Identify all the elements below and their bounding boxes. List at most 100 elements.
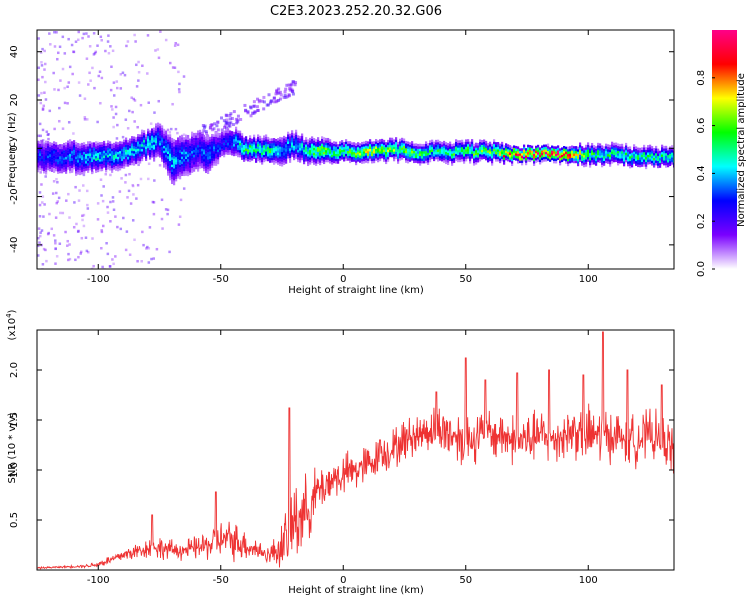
spectrogram-cell [473, 150, 476, 154]
spectrogram-cell [309, 152, 312, 155]
spectrogram-cell [68, 257, 72, 261]
spectrogram-cell [289, 133, 292, 137]
spectrogram-cell [253, 104, 257, 108]
spectrogram-cell [625, 142, 628, 146]
spectrogram-cell [84, 236, 88, 239]
spectrogram-cell [475, 157, 478, 160]
spectrogram-cell [117, 149, 120, 153]
spectrogram-cell [87, 148, 90, 152]
spectrogram-cell [175, 161, 178, 165]
spectrogram-cell [211, 153, 214, 156]
spectrogram-cell [357, 149, 360, 153]
spectrogram-cell [303, 147, 306, 150]
spectrogram-cell [337, 153, 340, 157]
spectrogram-cell [351, 147, 354, 150]
spectrogram-cell [583, 152, 586, 156]
spectrogram-cell [655, 153, 658, 156]
spectrogram-cell [259, 157, 262, 161]
spectrogram-cell [281, 156, 284, 160]
spectrogram-cell [297, 152, 300, 155]
spectrogram-cell [49, 149, 52, 152]
spectrogram-cell [72, 132, 75, 135]
spectrogram-cell [161, 130, 164, 133]
spectrogram-cell [269, 152, 272, 156]
spectrogram-cell [169, 146, 172, 149]
spectrogram-cell [285, 151, 288, 155]
spectrogram-cell [289, 140, 292, 144]
spectrogram-cell [259, 140, 262, 144]
spectrogram-cell [191, 165, 194, 169]
spectrogram-cell [69, 148, 72, 152]
spectrogram-cell [615, 147, 618, 150]
spectrogram-cell [145, 148, 148, 152]
spectrogram-cell [76, 230, 80, 233]
spectrogram-cell [373, 153, 376, 156]
spectrogram-cell [151, 138, 154, 141]
spectrogram-cell [275, 146, 278, 149]
spectrogram-cell [207, 144, 210, 148]
spectrogram-cell [113, 150, 116, 153]
spectrogram-cell [417, 143, 420, 147]
spectrogram-cell [345, 146, 348, 149]
spectrogram-cell [209, 141, 212, 145]
spectrogram-cell [211, 158, 214, 161]
spectrogram-cell [58, 119, 61, 123]
spectrogram-cell [273, 154, 276, 158]
spectrogram-cell [343, 156, 346, 160]
spectrogram-cell [167, 158, 170, 162]
spectrogram-cell [129, 162, 132, 166]
spectrogram-cell [271, 143, 274, 146]
spectrogram-cell [201, 151, 204, 154]
spectrogram-cell [109, 146, 112, 149]
spectrogram-cell [171, 137, 174, 141]
spectrogram-cell [157, 139, 160, 143]
spectrogram-cell [201, 158, 204, 161]
spectrogram-cell [163, 131, 166, 134]
spectrogram-cell [293, 133, 296, 137]
spectrogram-cell [267, 158, 270, 162]
spectrogram-cell [163, 148, 166, 151]
spectrogram-cell [517, 156, 520, 159]
spectrogram-cell [399, 158, 402, 161]
spectrogram-cell [177, 166, 180, 169]
spectrogram-cell [245, 153, 248, 156]
spectrogram-cell [79, 160, 82, 164]
spectrogram-cell [165, 142, 168, 146]
spectrogram-cell [47, 150, 50, 154]
spectrogram-cell [197, 142, 200, 146]
spectrogram-cell [195, 154, 198, 158]
spectrogram-cell [183, 139, 186, 143]
spectrogram-cell [321, 145, 324, 149]
spectrogram-cell [623, 163, 626, 167]
multiplier-close: ) [7, 309, 18, 313]
spectrogram-cell [53, 153, 56, 156]
spectrogram-cell [253, 137, 256, 140]
spectrogram-cell [155, 125, 158, 129]
spectrogram-cell [40, 61, 43, 64]
spectrogram-cell [441, 149, 444, 152]
spectrogram-cell [47, 162, 50, 166]
spectrogram-cell [127, 189, 131, 193]
spectrogram-cell [397, 144, 400, 147]
spectrogram-cell [627, 161, 630, 164]
spectrogram-cell [141, 156, 144, 159]
spectrogram-cell [244, 109, 248, 113]
spectrogram-cell [591, 155, 594, 158]
spectrogram-cell [263, 149, 266, 153]
spectrogram-cell [563, 150, 566, 154]
spectrogram-cell [79, 150, 82, 154]
spectrogram-cell [513, 147, 516, 151]
spectrogram-cell [375, 139, 378, 142]
spectrogram-cell [555, 158, 558, 162]
spectrogram-cell [341, 154, 344, 158]
spectrogram-cell [103, 152, 106, 156]
spectrogram-cell [503, 145, 506, 148]
spectrogram-cell [277, 87, 281, 91]
spectrogram-cell [49, 168, 52, 172]
spectrogram-cell [485, 152, 488, 156]
spectrogram-cell [42, 104, 46, 108]
spectrogram-cell [291, 135, 294, 138]
spectrogram-cell [203, 166, 206, 169]
spectrogram-cell [363, 156, 366, 159]
spectrogram-cell [229, 152, 232, 155]
